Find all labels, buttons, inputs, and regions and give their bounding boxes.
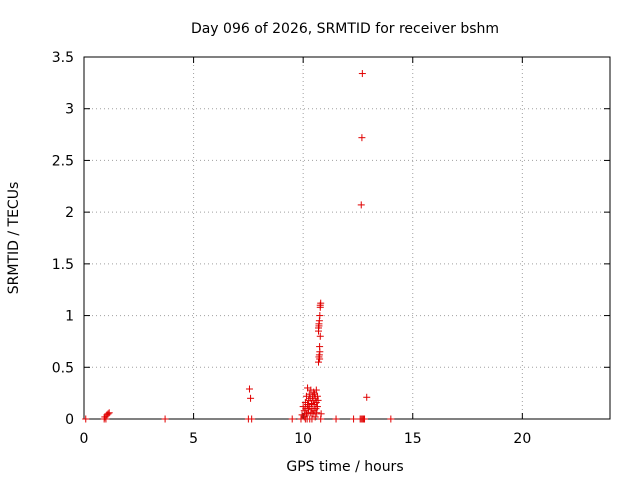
data-point [248, 415, 256, 423]
data-point [302, 410, 310, 418]
x-tick-label: 5 [189, 431, 198, 447]
data-point [105, 409, 113, 417]
y-tick-label: 2 [65, 205, 74, 221]
data-point [361, 415, 369, 423]
data-point [288, 415, 296, 423]
data-point [313, 409, 321, 417]
data-point [387, 415, 395, 423]
y-tick-label: 3.5 [52, 50, 74, 66]
data-point [316, 348, 324, 356]
x-tick-label: 10 [294, 431, 312, 447]
x-tick-label: 20 [513, 431, 531, 447]
y-tick-label: 0.5 [52, 360, 74, 376]
y-tick-label: 1.5 [52, 257, 74, 273]
data-point [358, 134, 366, 142]
grid-lines [84, 57, 610, 419]
data-point [161, 415, 169, 423]
x-tick-label: 0 [80, 431, 89, 447]
y-tick-label: 0 [65, 412, 74, 428]
x-tick-label: 15 [404, 431, 422, 447]
y-axis-title: SRMTID / TECUs [6, 182, 22, 295]
data-point [313, 403, 321, 411]
data-point [316, 332, 324, 340]
data-point [332, 415, 340, 423]
data-point [350, 415, 358, 423]
x-axis-title: GPS time / hours [286, 459, 403, 475]
data-point [313, 392, 321, 400]
data-point [102, 415, 110, 423]
axis-ticks [83, 56, 610, 420]
y-tick-label: 3 [65, 102, 74, 118]
data-point [315, 322, 323, 330]
data-point [247, 394, 255, 402]
plot-frame [83, 56, 611, 420]
data-point [82, 415, 90, 423]
data-point [314, 396, 322, 404]
data-points [82, 70, 395, 423]
data-point [104, 410, 112, 418]
y-tick-label: 2.5 [52, 153, 74, 169]
data-point [363, 393, 371, 401]
data-point [358, 70, 366, 78]
data-point [316, 312, 324, 320]
data-point [357, 201, 365, 209]
data-point [312, 386, 320, 394]
chart-title: Day 096 of 2026, SRMTID for receiver bsh… [191, 21, 499, 37]
data-point [311, 413, 319, 421]
data-point [317, 410, 325, 418]
data-point [245, 385, 253, 393]
y-tick-label: 1 [65, 309, 74, 325]
data-point [316, 301, 324, 309]
